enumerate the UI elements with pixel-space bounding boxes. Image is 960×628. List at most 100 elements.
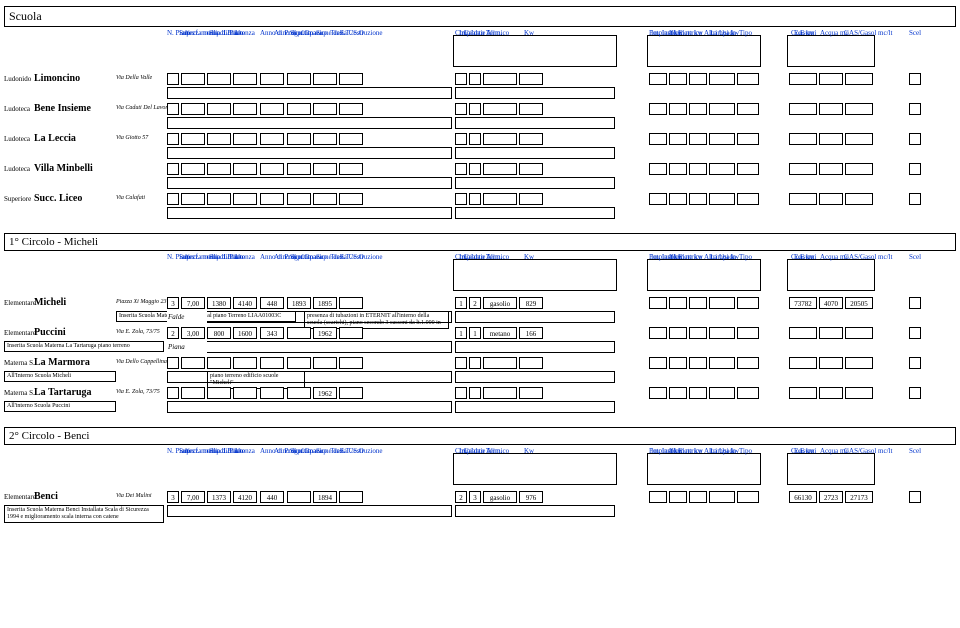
row-name: La Tartaruga — [34, 387, 92, 398]
data-cell — [313, 103, 337, 115]
termo-wide-cell — [455, 177, 615, 189]
row-address: Via Dei Mulini — [116, 493, 152, 499]
data-cell — [819, 73, 843, 85]
data-cell — [709, 193, 735, 205]
section-title: 2° Circolo - Benci — [4, 427, 956, 445]
data-cell — [233, 193, 257, 205]
extra-cell: Piana — [167, 341, 207, 353]
data-cell — [455, 133, 467, 145]
data-cell — [737, 357, 759, 369]
row-note: All'interno Scuola Puccini — [4, 401, 116, 412]
data-cell — [339, 387, 363, 399]
data-cell: 2 — [469, 297, 481, 309]
data-cell — [207, 387, 231, 399]
sto-label: S.T./S.O — [340, 29, 364, 37]
data-cell — [649, 163, 667, 175]
termo-wide-cell — [455, 117, 615, 129]
data-cell — [313, 163, 337, 175]
utenza-label: Utenza — [235, 447, 255, 455]
data-cell — [789, 357, 817, 369]
data-cell — [845, 73, 873, 85]
wide-cell — [167, 147, 452, 159]
wide-cell — [167, 341, 452, 353]
data-cell — [455, 193, 467, 205]
data-cell — [339, 491, 363, 503]
data-cell — [519, 387, 543, 399]
data-cell — [689, 327, 707, 339]
group-elettrico-box — [647, 453, 761, 485]
data-cell — [167, 73, 179, 85]
data-row: LudotecaVilla Minbelli — [4, 163, 956, 193]
data-cell — [287, 103, 311, 115]
data-cell — [167, 193, 179, 205]
data-cell: 1600 — [233, 327, 257, 339]
data-cell: 1893 — [287, 297, 311, 309]
lampade-label: Lampade — [710, 253, 736, 261]
data-cell — [181, 163, 205, 175]
row-category: Elementare — [4, 329, 36, 337]
column-headers: Superf. media di Piano N. Piani altezza … — [4, 29, 956, 73]
data-cell: 3,00 — [181, 327, 205, 339]
data-cell — [483, 357, 517, 369]
data-cell: 1 — [455, 297, 467, 309]
kw-label: Kw — [524, 447, 534, 455]
data-cell — [689, 297, 707, 309]
data-cell — [689, 103, 707, 115]
data-row: Materna S.La TartarugaVia E. Zola, 73/75… — [4, 387, 956, 417]
scel-label: Scel — [909, 447, 921, 455]
data-cell — [181, 357, 205, 369]
data-cell — [313, 193, 337, 205]
data-cell — [789, 163, 817, 175]
row-category: Elementare — [4, 299, 36, 307]
data-cell — [233, 103, 257, 115]
data-cell — [909, 193, 921, 205]
data-cell — [709, 357, 735, 369]
data-cell — [649, 387, 667, 399]
data-cell — [909, 133, 921, 145]
termo-wide-cell — [455, 87, 615, 99]
data-cell — [789, 387, 817, 399]
data-cell — [483, 193, 517, 205]
illum-label: Illum.ne kw — [669, 447, 703, 455]
data-row: LudotecaBene InsiemeVia Caduti Del Lavor… — [4, 103, 956, 133]
data-row: Materna S.La MarmoraVia Dello Cappellina… — [4, 357, 956, 387]
data-cell — [181, 387, 205, 399]
group-termico-box — [453, 35, 617, 67]
ee-label: E.E kw — [794, 29, 815, 37]
alim-label: Alim. — [486, 29, 502, 37]
row-address: Via E. Zola, 73/75 — [116, 329, 160, 335]
sto-label: S.T./S.O — [340, 253, 364, 261]
data-cell — [669, 327, 687, 339]
data-cell — [845, 103, 873, 115]
data-cell — [167, 163, 179, 175]
data-cell — [669, 73, 687, 85]
data-cell — [689, 73, 707, 85]
data-cell — [737, 327, 759, 339]
ee-label: E.E kw — [794, 253, 815, 261]
row-note: Inserita Scuola Materna La Tartaruga pia… — [4, 341, 164, 352]
scel-label: Scel — [909, 29, 921, 37]
gas-label: GAS/Gasol mc/lt — [844, 253, 892, 261]
data-cell — [649, 297, 667, 309]
data-cell — [233, 73, 257, 85]
termo-wide-cell — [455, 147, 615, 159]
data-cell: 448 — [260, 297, 284, 309]
data-cell — [909, 327, 921, 339]
data-cell: 3 — [167, 491, 179, 503]
data-cell — [909, 73, 921, 85]
data-cell: 1380 — [207, 297, 231, 309]
data-cell — [207, 73, 231, 85]
data-cell — [483, 387, 517, 399]
data-cell — [260, 193, 284, 205]
data-row: LudotecaLa LecciaVia Giotto 57 — [4, 133, 956, 163]
data-cell — [737, 103, 759, 115]
data-cell — [339, 133, 363, 145]
data-cell — [819, 103, 843, 115]
row-category: Ludoteca — [4, 105, 30, 113]
data-cell — [737, 133, 759, 145]
row-category: Ludoteca — [4, 135, 30, 143]
data-cell — [649, 327, 667, 339]
data-cell: 2723 — [819, 491, 843, 503]
data-row: LudonidoLimoncinoVia Della Valle — [4, 73, 956, 103]
data-cell — [689, 491, 707, 503]
